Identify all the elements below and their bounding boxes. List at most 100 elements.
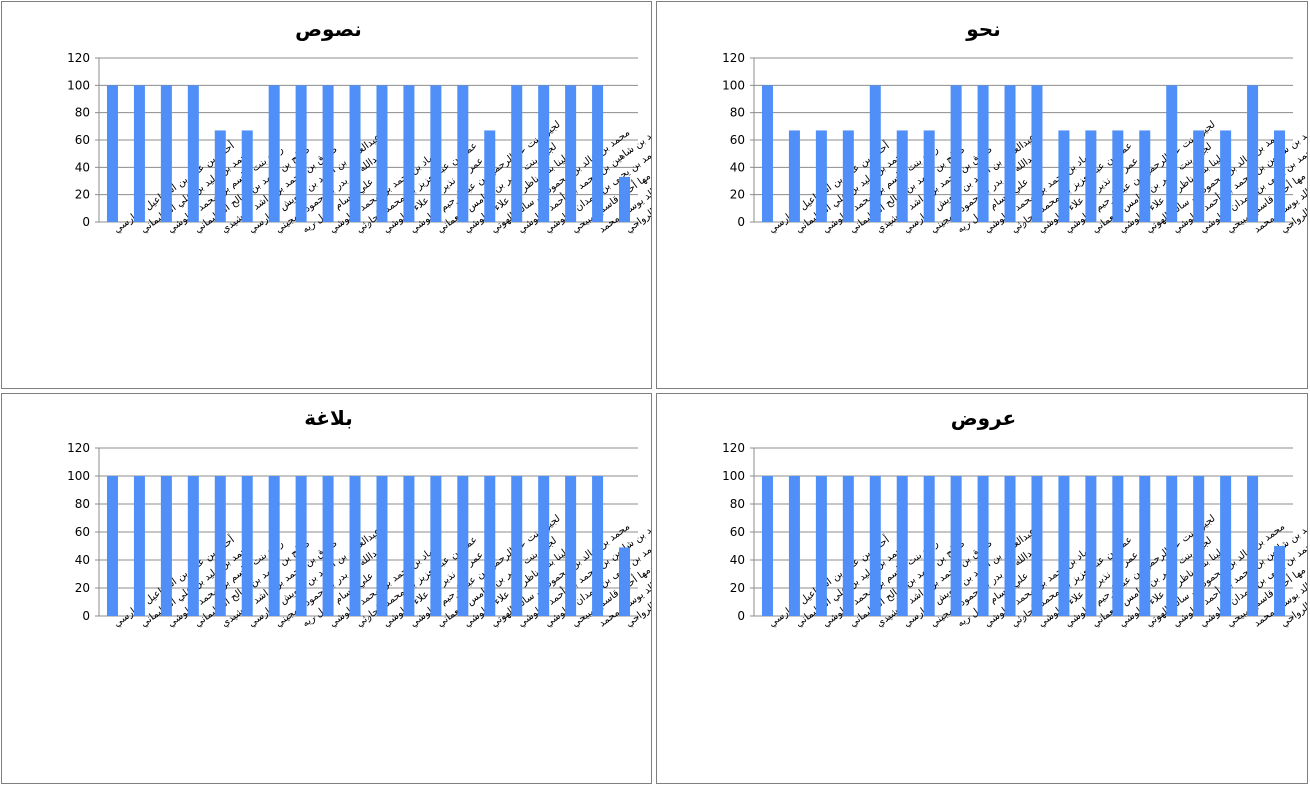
y-tick-label: 100 bbox=[67, 78, 90, 92]
bar bbox=[619, 547, 631, 616]
bar bbox=[1139, 130, 1151, 222]
bar bbox=[268, 85, 280, 222]
bar bbox=[457, 85, 469, 222]
bar bbox=[133, 476, 145, 616]
chart-title: عروض bbox=[951, 406, 1016, 430]
bar bbox=[403, 85, 415, 222]
bar bbox=[322, 476, 334, 616]
bar bbox=[241, 130, 253, 222]
bar bbox=[538, 85, 550, 222]
bar bbox=[484, 476, 496, 616]
bar bbox=[133, 85, 145, 222]
bar bbox=[214, 130, 226, 222]
y-tick-label: 120 bbox=[722, 441, 745, 455]
bar bbox=[1193, 476, 1205, 616]
y-tick-label: 100 bbox=[722, 469, 745, 483]
y-tick-label: 120 bbox=[722, 51, 745, 65]
bar bbox=[1058, 130, 1070, 222]
bar bbox=[1193, 130, 1205, 222]
y-tick-label: 40 bbox=[75, 553, 90, 567]
bar bbox=[950, 476, 962, 616]
bar bbox=[430, 85, 442, 222]
y-tick-label: 120 bbox=[67, 441, 90, 455]
bar bbox=[1247, 85, 1259, 222]
bar bbox=[896, 476, 908, 616]
y-tick-label: 0 bbox=[82, 609, 90, 623]
bar bbox=[788, 130, 800, 222]
y-tick-label: 0 bbox=[82, 215, 90, 229]
bar bbox=[896, 130, 908, 222]
y-tick-label: 40 bbox=[730, 160, 745, 174]
bar bbox=[187, 85, 199, 222]
bar bbox=[349, 85, 361, 222]
bar bbox=[1031, 476, 1043, 616]
chart-title: بلاغة bbox=[304, 406, 353, 430]
bar bbox=[1247, 476, 1259, 616]
y-tick-label: 80 bbox=[75, 497, 90, 511]
bar bbox=[761, 85, 773, 222]
y-tick-label: 80 bbox=[730, 497, 745, 511]
bar bbox=[295, 476, 307, 616]
bar bbox=[1220, 130, 1232, 222]
bar bbox=[761, 476, 773, 616]
bar bbox=[241, 476, 253, 616]
y-tick-label: 80 bbox=[75, 106, 90, 120]
bar bbox=[511, 476, 523, 616]
chart-title: نحو bbox=[965, 17, 1000, 41]
bar bbox=[619, 176, 631, 222]
bar bbox=[268, 476, 280, 616]
bar bbox=[160, 476, 172, 616]
y-tick-label: 80 bbox=[730, 106, 745, 120]
bar bbox=[1085, 476, 1097, 616]
y-tick-label: 20 bbox=[75, 581, 90, 595]
bar bbox=[815, 130, 827, 222]
bar bbox=[538, 476, 550, 616]
y-tick-label: 100 bbox=[67, 469, 90, 483]
bar bbox=[430, 476, 442, 616]
bar bbox=[1085, 130, 1097, 222]
y-tick-label: 0 bbox=[737, 215, 745, 229]
bar bbox=[376, 85, 388, 222]
bar bbox=[187, 476, 199, 616]
bar bbox=[1274, 546, 1286, 616]
bar bbox=[923, 476, 935, 616]
bar bbox=[106, 476, 118, 616]
bar bbox=[1166, 476, 1178, 616]
bar bbox=[322, 85, 334, 222]
y-tick-label: 20 bbox=[730, 581, 745, 595]
bar bbox=[457, 476, 469, 616]
bar bbox=[1112, 130, 1124, 222]
bar bbox=[977, 476, 989, 616]
y-tick-label: 0 bbox=[737, 609, 745, 623]
bar bbox=[511, 85, 523, 222]
y-tick-label: 60 bbox=[75, 525, 90, 539]
bar bbox=[214, 476, 226, 616]
bar bbox=[1166, 85, 1178, 222]
chart-panel-arood: عروض 0 20 40 60 80 100 120 أحمد بن علي بن اسماعي… bbox=[656, 393, 1308, 784]
bar bbox=[1004, 476, 1016, 616]
bar bbox=[295, 85, 307, 222]
bar bbox=[1031, 85, 1043, 222]
bar bbox=[592, 476, 604, 616]
bar bbox=[1139, 476, 1151, 616]
y-tick-label: 120 bbox=[67, 51, 90, 65]
bar bbox=[565, 476, 577, 616]
bar bbox=[788, 476, 800, 616]
bar bbox=[592, 85, 604, 222]
bar bbox=[869, 85, 881, 222]
bar bbox=[1058, 476, 1070, 616]
chart-panel-nahw: نحو 0 20 40 60 80 100 120 أحمد بن علي بن اسماعيل… bbox=[656, 1, 1308, 389]
bar bbox=[923, 130, 935, 222]
bar bbox=[950, 85, 962, 222]
bar bbox=[565, 85, 577, 222]
y-tick-label: 40 bbox=[75, 160, 90, 174]
bar bbox=[977, 85, 989, 222]
bar bbox=[1274, 130, 1286, 222]
bar bbox=[869, 476, 881, 616]
y-tick-label: 20 bbox=[730, 188, 745, 202]
chart-panel-nusus: نصوص 0 20 40 60 80 100 120 أحمد بن علي بن اسماعي… bbox=[1, 1, 652, 389]
bar bbox=[376, 476, 388, 616]
